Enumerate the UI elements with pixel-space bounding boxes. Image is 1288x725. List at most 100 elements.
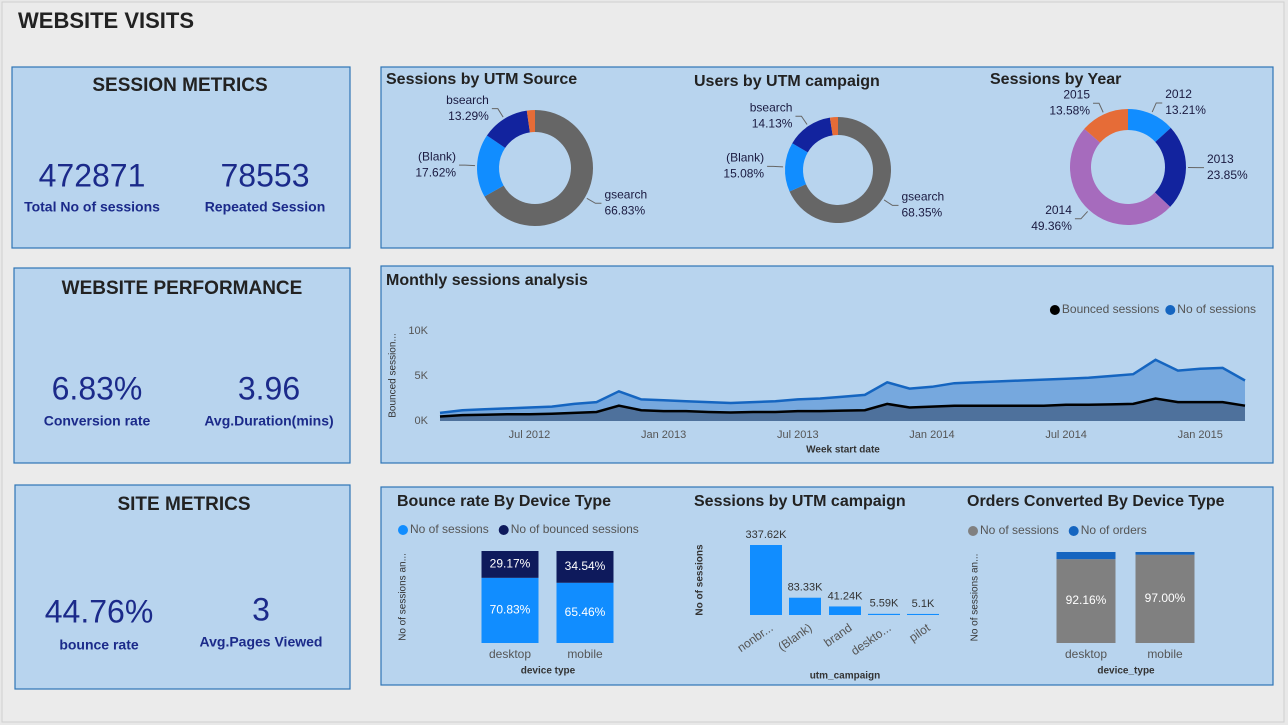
bar-label: 5.1K — [912, 598, 935, 610]
bar-label: 83.33K — [788, 582, 824, 594]
y-axis-title: No of sessions — [695, 544, 706, 616]
bar-segment — [481, 551, 539, 578]
slice-label: (Blank) — [418, 149, 456, 163]
kpi-value: 3.96 — [238, 370, 300, 406]
donut-slice — [1154, 127, 1186, 207]
kpi-title: SITE METRICS — [117, 494, 250, 515]
x-tick-label: mobile — [1147, 647, 1183, 661]
bar-segment — [1056, 552, 1116, 560]
donut-slice — [829, 117, 838, 136]
kpi-value: 472871 — [39, 157, 146, 193]
slice-value: 13.58% — [1049, 103, 1090, 117]
slice-label: gsearch — [604, 187, 647, 201]
bar — [868, 613, 900, 615]
legend-swatch — [1068, 526, 1079, 536]
kpi-value: 44.76% — [45, 593, 154, 629]
panel — [380, 265, 1274, 464]
bar-segment — [481, 577, 539, 643]
slice-value: 23.85% — [1207, 168, 1248, 182]
kpi-value: 78553 — [221, 157, 310, 193]
x-axis-title: Week start date — [806, 445, 880, 456]
kpi-caption: Conversion rate — [44, 413, 151, 429]
leader-line — [1093, 102, 1104, 113]
legend-label: No of sessions — [980, 523, 1059, 537]
slice-label: bsearch — [750, 100, 793, 114]
donut-slice — [486, 110, 530, 148]
donut-slice — [526, 110, 535, 133]
kpi-caption: Total No of sessions — [24, 199, 160, 215]
leader-line — [767, 165, 784, 168]
bar-label: 337.62K — [746, 529, 788, 541]
legend-label: Bounced sessions — [1062, 302, 1159, 316]
slice-label: 2012 — [1165, 87, 1192, 101]
donut-slice — [1069, 128, 1171, 226]
chart-title: Users by UTM campaign — [694, 73, 880, 90]
chart-title: Orders Converted By Device Type — [967, 493, 1225, 510]
y-tick-label: 5K — [415, 370, 429, 382]
legend-swatch — [1049, 305, 1060, 315]
kpi-caption: Repeated Session — [205, 199, 326, 215]
x-tick-label: desktop — [489, 647, 531, 661]
legend-label: No of orders — [1081, 523, 1147, 537]
bar — [907, 613, 939, 615]
bar-label: 5.59K — [870, 598, 899, 610]
panel — [14, 484, 351, 690]
chart-title: Bounce rate By Device Type — [397, 493, 611, 510]
y-axis-title: Bounced session... — [388, 333, 399, 418]
slice-label: 2014 — [1045, 203, 1072, 217]
slice-value: 13.21% — [1165, 103, 1206, 117]
slice-value: 66.83% — [604, 203, 645, 217]
legend-label: No of sessions — [410, 522, 489, 536]
line — [439, 397, 1246, 418]
page-title: WEBSITE VISITS — [18, 8, 194, 33]
kpi-caption: bounce rate — [59, 637, 139, 653]
kpi-title: SESSION METRICS — [92, 75, 267, 96]
bar-segment — [556, 582, 614, 643]
leader-line — [491, 108, 504, 118]
x-axis-title: device_type — [1097, 666, 1155, 677]
x-tick-label: Jan 2014 — [909, 429, 954, 441]
bar — [750, 545, 782, 615]
y-tick-label: 10K — [408, 325, 428, 337]
kpi-value: 6.83% — [52, 370, 143, 406]
donut-slice — [789, 117, 891, 223]
x-tick-label: Jul 2013 — [777, 429, 819, 441]
bar — [829, 606, 861, 615]
bar-label: 41.24K — [828, 590, 864, 602]
legend-swatch — [1165, 305, 1176, 315]
panel — [11, 66, 351, 249]
slice-value: 14.13% — [752, 116, 793, 130]
bar-segment — [1056, 559, 1116, 643]
kpi-caption: Avg.Pages Viewed — [200, 634, 323, 650]
legend: Bounced sessions No of sessions — [1049, 302, 1256, 316]
slice-value: 17.62% — [415, 165, 456, 179]
donut-slice — [1128, 109, 1171, 143]
donut-slice — [484, 110, 593, 226]
x-tick-label: Jan 2015 — [1178, 429, 1223, 441]
kpi-title: WEBSITE PERFORMANCE — [62, 278, 303, 299]
legend-swatch — [398, 525, 408, 535]
slice-label: 2015 — [1063, 87, 1090, 101]
slice-label: 2013 — [1207, 152, 1234, 166]
x-tick-label: mobile — [567, 647, 603, 661]
donut-slice — [477, 135, 506, 197]
x-axis-title: device type — [521, 666, 576, 677]
kpi-value: 3 — [252, 591, 270, 627]
bar — [789, 597, 821, 615]
bar-label: 70.83% — [490, 603, 531, 617]
line — [439, 358, 1246, 415]
slice-value: 15.08% — [723, 167, 764, 181]
bar-label: 29.17% — [490, 557, 531, 571]
slice-label: gsearch — [901, 190, 944, 204]
x-tick-label: Jul 2014 — [1045, 429, 1087, 441]
legend-swatch — [498, 525, 509, 535]
legend-label: No of sessions — [1177, 302, 1256, 316]
donut-slice — [1084, 109, 1128, 143]
chart-title: Sessions by UTM campaign — [694, 493, 906, 510]
bar-label: 34.54% — [565, 559, 606, 573]
slice-value: 68.35% — [901, 206, 942, 220]
bar-label: 65.46% — [565, 605, 606, 619]
slice-value: 13.29% — [448, 109, 489, 123]
area — [440, 398, 1245, 421]
